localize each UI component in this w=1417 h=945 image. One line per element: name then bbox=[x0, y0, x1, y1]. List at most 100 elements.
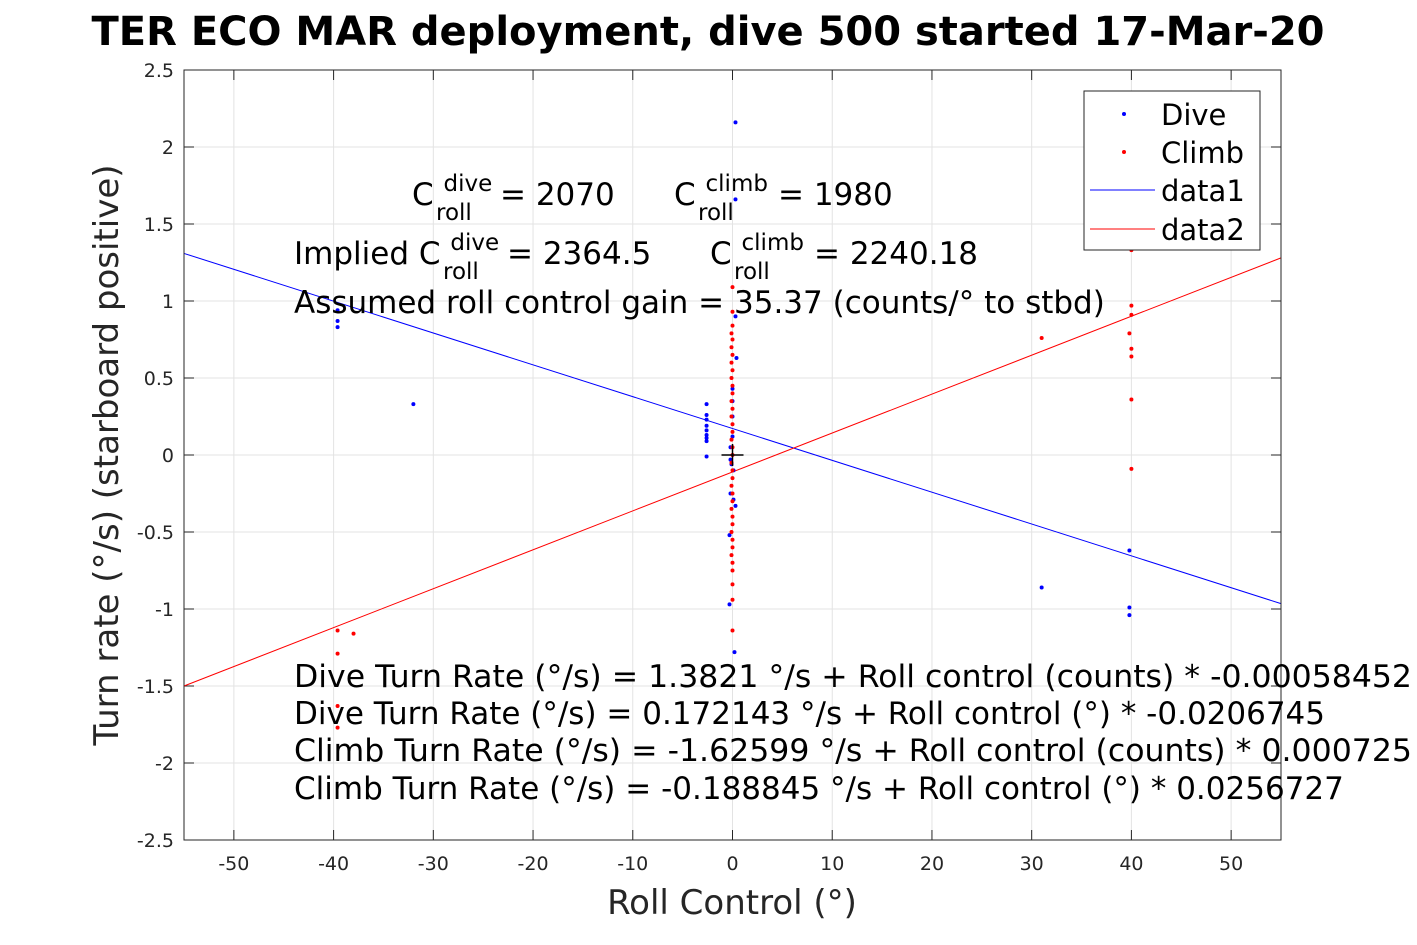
climb-point bbox=[1129, 466, 1134, 471]
origin-marker bbox=[721, 444, 744, 466]
dive-point bbox=[335, 319, 340, 324]
dive-point bbox=[704, 428, 709, 433]
legend-data2-label: data2 bbox=[1161, 213, 1245, 247]
y-tick-label: 2.5 bbox=[144, 60, 174, 82]
dive-point bbox=[733, 503, 738, 508]
climb-point bbox=[335, 725, 340, 730]
x-tick-label: -10 bbox=[617, 853, 648, 875]
climb-point bbox=[1129, 354, 1134, 359]
x-tick-label: -40 bbox=[318, 853, 349, 875]
y-tick-label: 0 bbox=[162, 445, 174, 467]
dive-point bbox=[732, 650, 737, 655]
dive-point bbox=[733, 120, 738, 125]
y-tick-label: -1.5 bbox=[137, 676, 174, 698]
climb-point bbox=[335, 628, 340, 633]
climb-point bbox=[1127, 331, 1132, 336]
dive-point bbox=[728, 457, 733, 462]
climb-point bbox=[730, 323, 735, 328]
dive-point bbox=[411, 402, 416, 407]
climb-point bbox=[730, 422, 735, 427]
climb-point bbox=[1129, 397, 1134, 402]
climb-point bbox=[1129, 346, 1134, 351]
climb-point bbox=[729, 331, 734, 336]
x-tick-label: 20 bbox=[920, 853, 944, 875]
climb-point bbox=[729, 483, 734, 488]
climb-point bbox=[730, 337, 735, 342]
dive-point bbox=[704, 412, 709, 417]
climb-point bbox=[1039, 335, 1044, 340]
dive-point bbox=[733, 314, 738, 319]
x-tick-label: -50 bbox=[218, 853, 249, 875]
equation-dive-degrees: Dive Turn Rate (°/s) = 0.172143 °/s + Ro… bbox=[294, 696, 1325, 732]
climb-point bbox=[730, 476, 735, 481]
dive-point bbox=[335, 308, 340, 313]
climb-point bbox=[730, 491, 735, 496]
climb-point bbox=[729, 530, 734, 534]
implied-sub: roll bbox=[443, 259, 479, 285]
climb-point bbox=[335, 651, 340, 656]
implied-climb-sup: climb bbox=[742, 230, 804, 256]
climb-point bbox=[730, 537, 735, 542]
climb-point bbox=[730, 468, 735, 473]
x-axis-ticks: -50 -40 -30 -20 -10 0 10 20 30 40 50 bbox=[218, 70, 1243, 875]
y-tick-label: 1 bbox=[162, 291, 174, 313]
equation-climb-counts: Climb Turn Rate (°/s) = -1.62599 °/s + R… bbox=[294, 733, 1412, 769]
dive-point bbox=[704, 423, 709, 428]
climb-point bbox=[729, 376, 734, 380]
climb-point bbox=[730, 522, 735, 527]
climb-point bbox=[1129, 312, 1134, 317]
y-axis-ticks: -2.5 -2 -1.5 -1 -0.5 0 0.5 1 1.5 2 2.5 bbox=[137, 60, 1281, 852]
climb-point bbox=[730, 309, 735, 314]
climb-point bbox=[729, 506, 734, 511]
dive-point bbox=[733, 197, 738, 202]
legend-dive-marker bbox=[1122, 112, 1126, 116]
climb-point bbox=[730, 560, 735, 565]
climb-point bbox=[729, 414, 734, 419]
dive-point bbox=[704, 402, 709, 407]
x-tick-label: 50 bbox=[1219, 853, 1243, 875]
x-tick-label: -20 bbox=[518, 853, 549, 875]
dive-point bbox=[704, 432, 709, 437]
dive-point bbox=[730, 434, 735, 439]
climb-point bbox=[1129, 303, 1134, 308]
dive-point bbox=[1127, 613, 1132, 618]
implied-prefix: Implied C bbox=[294, 236, 441, 272]
c-dive-prefix: C bbox=[412, 177, 434, 213]
implied-sup: dive bbox=[450, 230, 499, 256]
dive-point bbox=[704, 436, 709, 441]
dive-point bbox=[727, 602, 732, 607]
climb-point bbox=[729, 345, 734, 350]
x-tick-label: 0 bbox=[726, 853, 738, 875]
legend-climb-marker bbox=[1122, 150, 1126, 154]
y-tick-label: -2.5 bbox=[137, 830, 174, 852]
c-dive-sub: roll bbox=[436, 200, 472, 226]
climb-point bbox=[730, 391, 735, 396]
dive-point bbox=[335, 325, 340, 330]
y-tick-label: 1.5 bbox=[144, 214, 174, 236]
legend-box bbox=[1083, 90, 1261, 251]
chart-title: TER ECO MAR deployment, dive 500 started… bbox=[91, 9, 1324, 55]
climb-point bbox=[730, 514, 735, 519]
x-axis-label: Roll Control (°) bbox=[607, 883, 857, 923]
x-tick-label: 40 bbox=[1119, 853, 1143, 875]
dive-point bbox=[704, 417, 709, 422]
c-climb-annotation: C climb roll = 1980 bbox=[674, 163, 893, 228]
climb-point bbox=[729, 399, 734, 404]
annotations: C dive roll = 2070 C climb roll = 1980 I… bbox=[294, 163, 1412, 807]
dive-point bbox=[704, 439, 709, 444]
c-climb-sub: roll bbox=[698, 200, 734, 226]
equation-climb-degrees: Climb Turn Rate (°/s) = -0.188845 °/s + … bbox=[294, 771, 1344, 807]
legend-dive-label: Dive bbox=[1161, 98, 1226, 132]
c-climb-value: = 1980 bbox=[778, 177, 893, 213]
fit-line-data1 bbox=[183, 252, 1282, 605]
dive-point bbox=[1127, 605, 1132, 610]
dive-point bbox=[727, 533, 732, 538]
legend: Dive Climb data1 data2 bbox=[1083, 90, 1261, 251]
c-climb-prefix: C bbox=[674, 177, 696, 213]
implied-climb-prefix: C bbox=[710, 236, 732, 272]
y-tick-label: -0.5 bbox=[137, 522, 174, 544]
y-tick-label: -1 bbox=[155, 599, 174, 621]
climb-point bbox=[729, 553, 734, 558]
climb-point bbox=[335, 704, 340, 709]
